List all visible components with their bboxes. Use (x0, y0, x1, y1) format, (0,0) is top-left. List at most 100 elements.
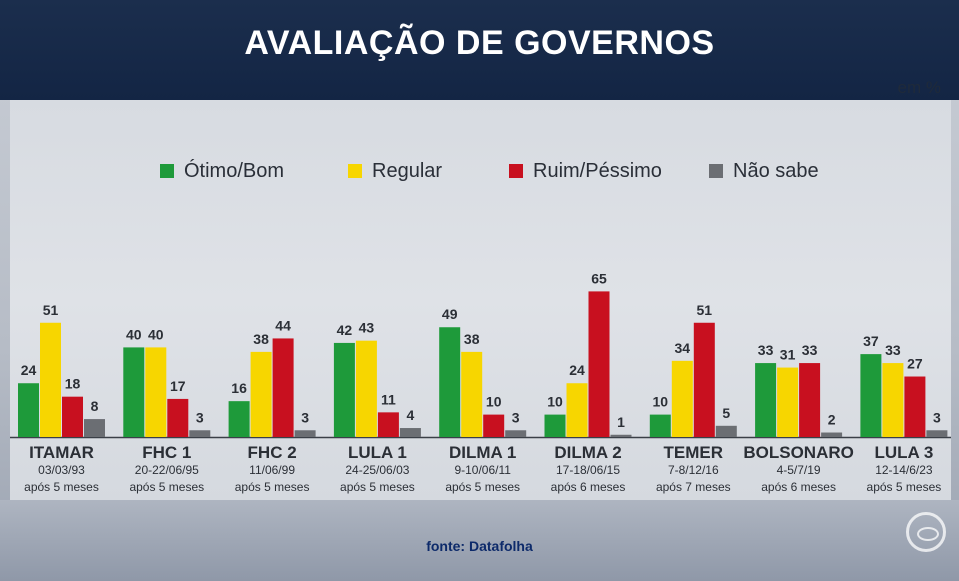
bar-temer-otimo-bom (649, 414, 671, 437)
bar-fhc-1-ruim-pessimo (167, 398, 189, 437)
period-label-lula-1: após 5 meses (340, 480, 415, 494)
legend-swatch-nao-sabe (709, 164, 723, 178)
data-label-lula-3-regular: 33 (885, 342, 901, 358)
legend-item-nao-sabe: Não sabe (709, 157, 819, 185)
legend-swatch-otimo-bom (160, 164, 174, 178)
data-label-dilma-2-otimo-bom: 10 (547, 394, 563, 410)
period-label-dilma-2: após 6 meses (551, 480, 626, 494)
data-label-dilma-2-ruim-pessimo: 65 (591, 270, 607, 286)
category-label-fhc-2: FHC 2 (248, 443, 297, 462)
data-label-fhc-1-otimo-bom: 40 (126, 326, 142, 342)
data-label-itamar-nao-sabe: 8 (91, 398, 99, 414)
broadcaster-logo-icon (906, 512, 946, 552)
bar-lula-3-ruim-pessimo (904, 376, 926, 437)
legend-item-ruim-pessimo: Ruim/Péssimo (509, 157, 662, 185)
legend-swatch-regular (348, 164, 362, 178)
bar-lula-1-regular (355, 340, 377, 437)
data-label-temer-nao-sabe: 5 (722, 405, 730, 421)
period-label-itamar: após 5 meses (24, 480, 99, 494)
bar-fhc-2-nao-sabe (294, 430, 316, 437)
category-label-bolsonaro: BOLSONARO (743, 443, 854, 462)
date-label-dilma-2: 17-18/06/15 (556, 463, 620, 477)
period-label-fhc-2: após 5 meses (235, 480, 310, 494)
bar-dilma-1-nao-sabe (505, 430, 527, 437)
data-label-bolsonaro-regular: 31 (780, 347, 796, 363)
date-label-fhc-1: 20-22/06/95 (135, 463, 199, 477)
bar-temer-nao-sabe (715, 425, 737, 437)
bar-itamar-nao-sabe (84, 419, 105, 437)
data-label-temer-regular: 34 (675, 340, 691, 356)
lower-background (0, 500, 959, 581)
bar-fhc-2-ruim-pessimo (272, 338, 294, 437)
data-label-dilma-1-otimo-bom: 49 (442, 306, 458, 322)
data-label-fhc-1-nao-sabe: 3 (196, 409, 204, 425)
bar-temer-regular (671, 360, 693, 437)
source-note: fonte: Datafolha (426, 538, 533, 554)
category-label-lula-3: LULA 3 (874, 443, 933, 462)
bar-lula-1-ruim-pessimo (377, 412, 399, 437)
data-label-fhc-2-regular: 38 (253, 331, 269, 347)
bar-fhc-1-otimo-bom (123, 347, 145, 437)
data-label-dilma-1-regular: 38 (464, 331, 480, 347)
date-label-temer: 7-8/12/16 (668, 463, 719, 477)
data-label-dilma-2-nao-sabe: 1 (617, 414, 625, 430)
data-label-fhc-2-otimo-bom: 16 (231, 380, 247, 396)
legend-item-otimo-bom: Ótimo/Bom (160, 157, 284, 185)
data-label-lula-1-otimo-bom: 42 (337, 322, 353, 338)
bar-bolsonaro-otimo-bom (755, 363, 777, 437)
legend-label-nao-sabe: Não sabe (733, 159, 819, 182)
period-label-dilma-1: após 5 meses (445, 480, 520, 494)
data-label-fhc-2-ruim-pessimo: 44 (275, 317, 291, 333)
category-label-lula-1: LULA 1 (348, 443, 407, 462)
bar-dilma-1-regular (461, 351, 483, 437)
category-label-dilma-1: DILMA 1 (449, 443, 516, 462)
bar-lula-3-otimo-bom (860, 354, 882, 437)
bar-dilma-2-ruim-pessimo (588, 291, 610, 437)
data-label-bolsonaro-otimo-bom: 33 (758, 342, 774, 358)
period-label-fhc-1: após 5 meses (129, 480, 204, 494)
bar-lula-3-regular (882, 363, 904, 437)
data-label-fhc-1-ruim-pessimo: 17 (170, 378, 186, 394)
date-label-lula-3: 12-14/6/23 (875, 463, 933, 477)
category-label-temer: TEMER (664, 443, 724, 462)
data-label-lula-1-regular: 43 (359, 320, 375, 336)
date-label-bolsonaro: 4-5/7/19 (777, 463, 821, 477)
header-bar: AVALIAÇÃO DE GOVERNOS (0, 0, 959, 100)
period-label-lula-3: após 5 meses (867, 480, 942, 494)
data-label-lula-1-ruim-pessimo: 11 (381, 391, 396, 407)
data-label-temer-ruim-pessimo: 51 (697, 302, 713, 318)
category-label-itamar: ITAMAR (29, 443, 94, 462)
legend-swatch-ruim-pessimo (509, 164, 523, 178)
bar-lula-1-nao-sabe (399, 428, 421, 437)
bar-itamar-regular (40, 322, 61, 437)
legend-label-regular: Regular (372, 159, 443, 182)
bar-fhc-2-otimo-bom (228, 401, 250, 437)
bar-dilma-2-regular (566, 383, 588, 437)
bar-lula-3-nao-sabe (926, 430, 948, 437)
chart-legend: Ótimo/Bom Regular Ruim/Péssimo Não sabe (0, 157, 959, 185)
data-label-dilma-2-regular: 24 (569, 362, 585, 378)
date-label-lula-1: 24-25/06/03 (345, 463, 409, 477)
category-label-fhc-1: FHC 1 (142, 443, 191, 462)
data-label-lula-1-nao-sabe: 4 (407, 407, 415, 423)
period-label-bolsonaro: após 6 meses (761, 480, 836, 494)
unit-label: em % (897, 78, 941, 97)
bar-dilma-2-nao-sabe (610, 434, 632, 437)
bar-bolsonaro-ruim-pessimo (799, 363, 821, 437)
bar-temer-ruim-pessimo (693, 322, 715, 437)
bar-bolsonaro-nao-sabe (821, 432, 843, 437)
data-label-lula-3-otimo-bom: 37 (863, 333, 879, 349)
legend-label-otimo-bom: Ótimo/Bom (184, 159, 285, 182)
bar-bolsonaro-regular (777, 367, 799, 437)
date-label-fhc-2: 11/06/99 (249, 463, 295, 477)
data-label-itamar-otimo-bom: 24 (21, 362, 37, 378)
bar-fhc-2-regular (250, 351, 272, 437)
data-label-itamar-ruim-pessimo: 18 (65, 376, 81, 392)
bar-fhc-1-regular (145, 347, 167, 437)
bar-dilma-1-ruim-pessimo (483, 414, 505, 437)
category-label-dilma-2: DILMA 2 (554, 443, 621, 462)
data-label-bolsonaro-ruim-pessimo: 33 (802, 342, 818, 358)
bar-lula-1-otimo-bom (333, 342, 355, 437)
data-label-fhc-1-regular: 40 (148, 326, 164, 342)
